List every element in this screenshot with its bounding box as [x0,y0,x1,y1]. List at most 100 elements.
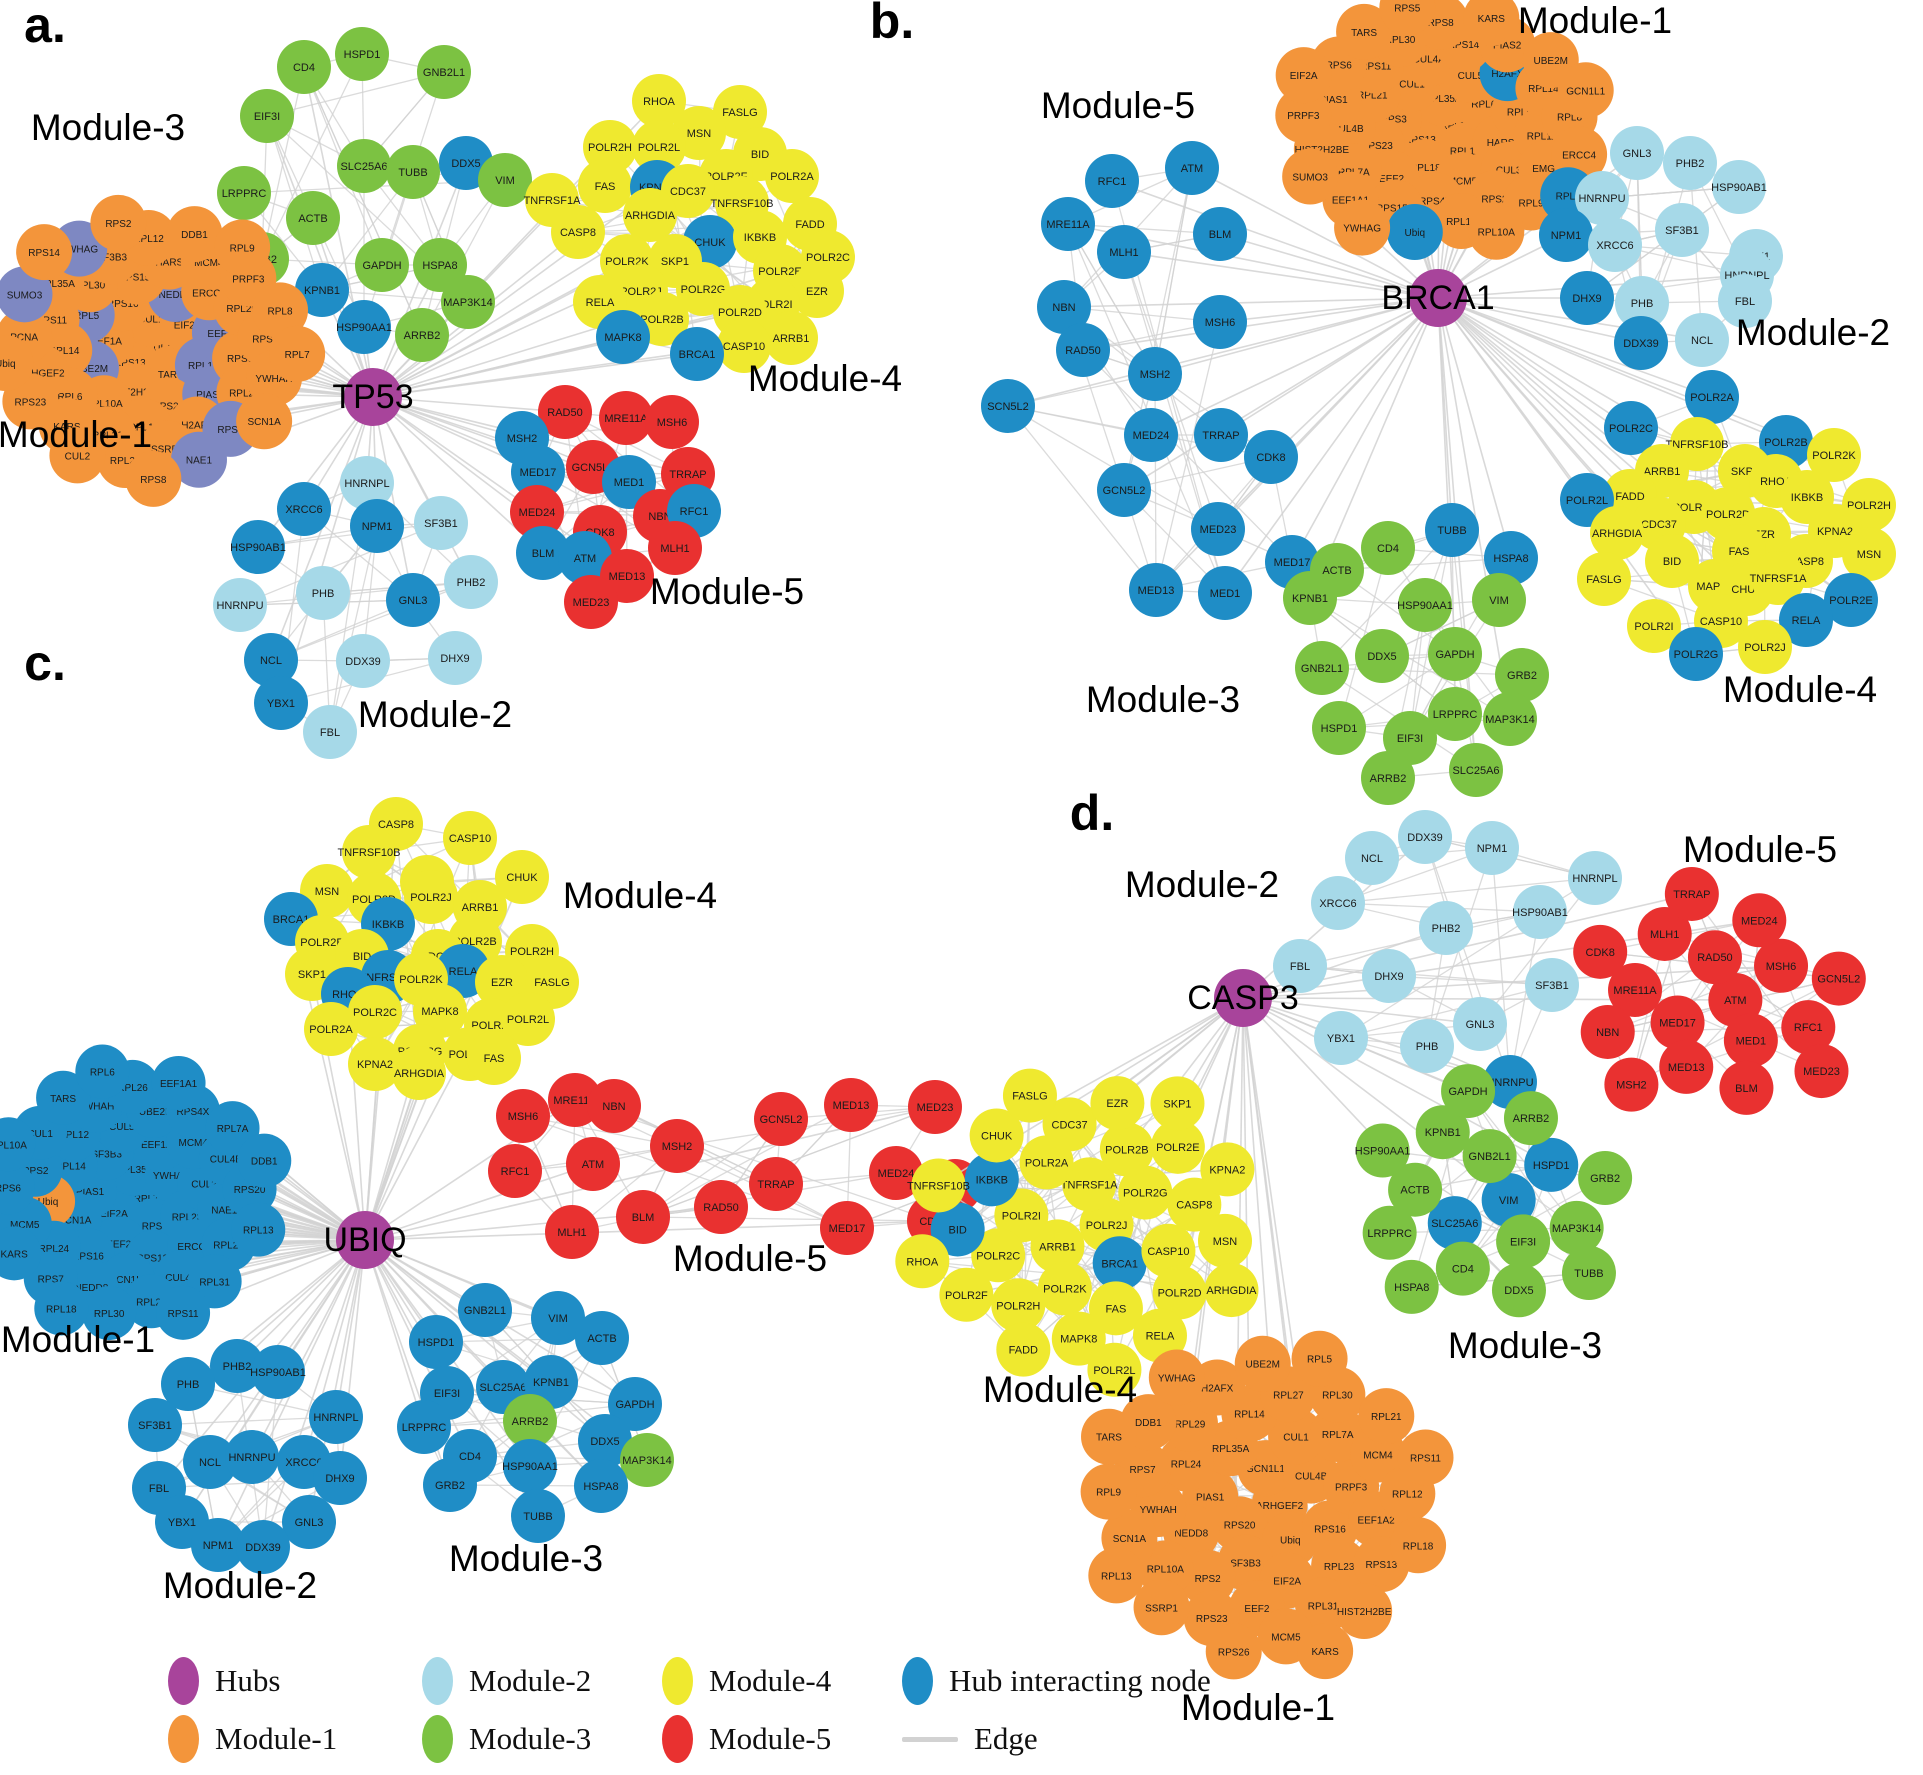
node-label: POLR2J [1744,642,1786,654]
node-label: KPNB1 [304,285,340,297]
node-label: ARRB1 [462,902,499,914]
node-label: MED24 [519,507,556,519]
node-label: POLR2B [640,314,683,326]
edge [257,522,442,548]
node-label: PRPF3 [1335,1483,1368,1494]
node-MED23 [564,575,618,629]
node-HSPA8 [1484,531,1538,585]
node-label: MRE11A [1046,219,1090,231]
module4-swatch-icon [662,1657,693,1705]
node-POLR2D [1152,1265,1207,1320]
node-GCN5L2 [1811,951,1866,1006]
node-label: POLR2L [507,1014,549,1026]
node-label: XRCC6 [1596,240,1633,252]
node-label: RPS20 [1224,1520,1256,1531]
node-label: EIF3I [1397,733,1423,745]
node-label: RPS2 [22,1166,49,1177]
node-HSP90AA1 [1355,1123,1410,1178]
node-BLM [616,1190,670,1244]
hub-edge [335,1239,366,1418]
node-ARRB2 [395,308,449,362]
node-label: MED24 [878,1168,915,1180]
node-label: RPS14 [28,248,60,259]
node-label: SUMO3 [1292,172,1328,183]
node-HSP90AA1 [503,1439,557,1493]
node-RHOA [632,74,686,128]
node-FBL [303,705,357,759]
node-label: YWHAH [77,1102,114,1113]
node-BID [930,1202,985,1257]
node-label: HNRNPU [216,600,263,612]
node-label: RPL23 [229,389,260,400]
node-label: GAPDH [362,260,401,272]
node-TRRAP [1664,866,1719,921]
hub-edge [372,396,472,583]
node-label: RPL35A [38,279,76,290]
node-label: DHX9 [1572,293,1601,305]
node-FAS [467,1031,521,1085]
legend-label: Module-4 [709,1663,832,1698]
node-label: VIM [1489,595,1509,607]
node-label: PRPF3 [1287,111,1320,122]
node-label: MLH1 [557,1227,586,1239]
node-label: FADD [1615,491,1644,503]
node-DDX39 [236,1520,290,1574]
node-MED24 [1732,893,1787,948]
node-label: EEF1A2 [141,1140,179,1151]
node-label: FBL [1290,961,1310,973]
node-label: HNRNPU [1486,1077,1533,1089]
node-label: POLR2A [1690,392,1734,404]
legend-item-edge: Edge [902,1714,1038,1764]
node-label: HSP90AA1 [336,322,392,334]
node-label: FASLG [722,107,757,119]
node-label: POLR2C [353,1007,397,1019]
node-POLR2I [994,1188,1049,1243]
node-label: PIAS1 [1319,95,1348,106]
node-SLC25A6 [337,139,391,193]
edge [1067,223,1156,375]
node-label: CASP10 [723,341,765,353]
legend-label: Hubs [215,1663,281,1698]
hub-edge [236,1239,366,1367]
node-EIF3I [1496,1214,1551,1269]
hub-edge [364,1072,420,1241]
node-label: SF3B1 [1535,980,1569,992]
node-label: RPL3 [1556,191,1581,202]
node-label: YBX1 [168,1517,196,1529]
node-label: ACTB [1322,565,1351,577]
node-DDX5 [1355,629,1409,683]
node-BLM [1719,1060,1774,1115]
node-label: MCM4 [178,1138,208,1149]
node-GCN1L1 [1557,62,1614,119]
hub-edge [1242,997,1510,1201]
node-RPL31 [1295,1577,1352,1634]
hub-edge [1437,297,1713,398]
node-label: BID [1663,556,1681,568]
node-label: MLH1 [1650,929,1679,941]
node-label: POLR2B [1764,437,1807,449]
node-label: IKBKB [1791,492,1823,504]
node-label: GAPDH [615,1399,654,1411]
node-label: RPS6 [0,1183,21,1194]
node-DHX9 [313,1451,367,1505]
node-label: ATM [1724,995,1746,1007]
node-label: POLR2B [1105,1144,1148,1156]
node-label: SF3B1 [424,518,458,530]
node-label: POLR2E [1829,595,1872,607]
node-label: HSP90AA1 [502,1461,558,1473]
legend-item-module2: Module-2 [422,1656,591,1706]
node-label: FASLG [534,977,569,989]
node-label: MSH6 [657,417,688,429]
nodes-layer: DDX39 NCL NPM1 HNRNPL XRCC6 PHB2 HSP90AB1 FBL DH… [895,810,1866,1680]
legend-label: Module-3 [469,1721,592,1756]
node-label: GCN5L2 [572,462,615,474]
hub-label: UBIQ [323,1221,406,1259]
node-label: MCM4 [194,258,224,269]
hub-edge [1219,297,1439,323]
module-label: Module-5 [650,571,804,612]
node-label: RPL12 [133,234,164,245]
node-MED23 [1794,1044,1849,1099]
node-label: SLC25A6 [340,161,387,173]
node-TARS [1336,3,1393,60]
hub-edge [364,1239,425,1428]
